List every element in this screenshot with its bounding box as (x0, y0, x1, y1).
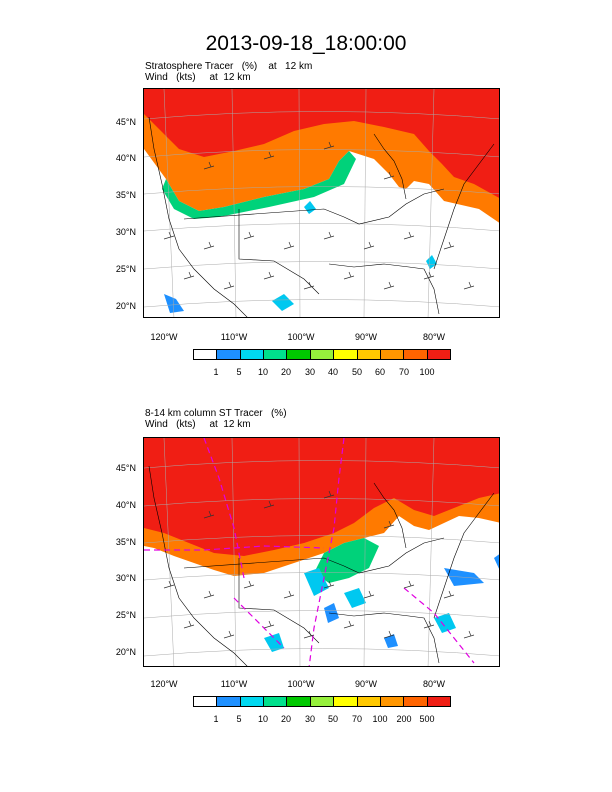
map-panel-2 (143, 437, 500, 667)
map-title: 2013-09-18_18:00:00 (205, 32, 407, 55)
colorbar-1-label: 30 (304, 367, 315, 377)
colorbar-box (427, 350, 450, 359)
panel-1-title-line2: Wind (kts) at 12 km (145, 72, 251, 83)
colorbar-box (404, 697, 428, 706)
colorbar-box (217, 697, 241, 706)
wind-barbs (163, 141, 475, 290)
tracer-blue-spots (324, 568, 484, 648)
lon-label-80: 80°W (422, 679, 446, 689)
colorbar-2-label: 30 (304, 714, 315, 724)
lon-label-80: 80°W (422, 332, 446, 342)
colorbar-box (404, 350, 428, 359)
colorbar-2-label: 5 (236, 714, 242, 724)
lat-label-40: 40°N (115, 153, 136, 163)
panel-2-title-line2: Wind (kts) at 12 km (145, 419, 251, 430)
colorbar-2-label: 70 (351, 714, 362, 724)
colorbar-2-label: 50 (327, 714, 338, 724)
colorbar-1-label: 60 (374, 367, 385, 377)
colorbar-box (310, 697, 335, 706)
colorbar-2-label: 100 (372, 714, 388, 724)
colorbar-box (264, 350, 288, 359)
colorbar-1-label: 40 (327, 367, 338, 377)
colorbar-2-label: 10 (257, 714, 268, 724)
lon-label-110: 110°W (220, 332, 248, 342)
colorbar-1-label: 70 (398, 367, 409, 377)
colorbar-box (240, 697, 265, 706)
lat-label-45: 45°N (115, 463, 136, 473)
lon-label-110: 110°W (220, 679, 248, 689)
colorbar-1-label: 10 (257, 367, 268, 377)
colorbar-1-label: 20 (280, 367, 291, 377)
panel-1-title-line1: Stratosphere Tracer (%) at 12 km (145, 61, 313, 72)
colorbar-box (217, 350, 241, 359)
colorbar-1-label: 5 (236, 367, 242, 377)
lat-label-25: 25°N (115, 610, 136, 620)
colorbar-2 (193, 696, 451, 707)
colorbar-box (310, 350, 335, 359)
colorbar-box (334, 350, 358, 359)
lat-label-30: 30°N (115, 227, 136, 237)
lat-label-20: 20°N (115, 647, 136, 657)
colorbar-2-label: 500 (419, 714, 435, 724)
lon-label-120: 120°W (150, 332, 178, 342)
colorbar-box (380, 697, 405, 706)
colorbar-box (240, 350, 265, 359)
lat-label-30: 30°N (115, 573, 136, 583)
colorbar-1-label: 1 (213, 367, 219, 377)
lat-label-25: 25°N (115, 264, 136, 274)
colorbar-2-label: 20 (280, 714, 291, 724)
lat-label-40: 40°N (115, 500, 136, 510)
tracer-green-edge (314, 538, 379, 583)
colorbar-box (264, 697, 288, 706)
panel-2-title-line1: 8-14 km column ST Tracer (%) (145, 408, 287, 419)
colorbar-box (287, 697, 311, 706)
lat-label-45: 45°N (115, 117, 136, 127)
colorbar-2-label: 1 (213, 714, 219, 724)
colorbar-box (194, 350, 218, 359)
tracer-red-region (144, 89, 499, 198)
lon-label-90: 90°W (354, 332, 378, 342)
colorbar-box (380, 350, 405, 359)
lat-label-35: 35°N (115, 537, 136, 547)
colorbar-1-label: 50 (351, 367, 362, 377)
lon-label-100: 100°W (287, 332, 315, 342)
colorbar-box (357, 697, 381, 706)
lat-label-35: 35°N (115, 190, 136, 200)
colorbar-box (357, 350, 381, 359)
magenta-dashed-contours (144, 438, 475, 666)
tracer-blue-spots (494, 554, 499, 569)
colorbar-box (287, 350, 311, 359)
colorbar-1 (193, 349, 451, 360)
colorbar-box (334, 697, 358, 706)
tracer-blue-spots (164, 294, 184, 313)
colorbar-1-label: 100 (419, 367, 435, 377)
graticule (144, 89, 499, 317)
colorbar-2-label: 200 (396, 714, 412, 724)
lon-label-120: 120°W (150, 679, 178, 689)
tracer-green-edge (162, 151, 356, 219)
lat-label-20: 20°N (115, 301, 136, 311)
tracer-cyan-spots (264, 568, 456, 652)
graticule (144, 438, 499, 666)
wind-barbs (163, 490, 475, 639)
tracer-cyan-spots (272, 201, 437, 311)
colorbar-box (194, 697, 218, 706)
coastlines (148, 116, 495, 317)
lon-label-90: 90°W (354, 679, 378, 689)
colorbar-box (427, 697, 450, 706)
map-panel-1 (143, 88, 500, 318)
lon-label-100: 100°W (287, 679, 315, 689)
